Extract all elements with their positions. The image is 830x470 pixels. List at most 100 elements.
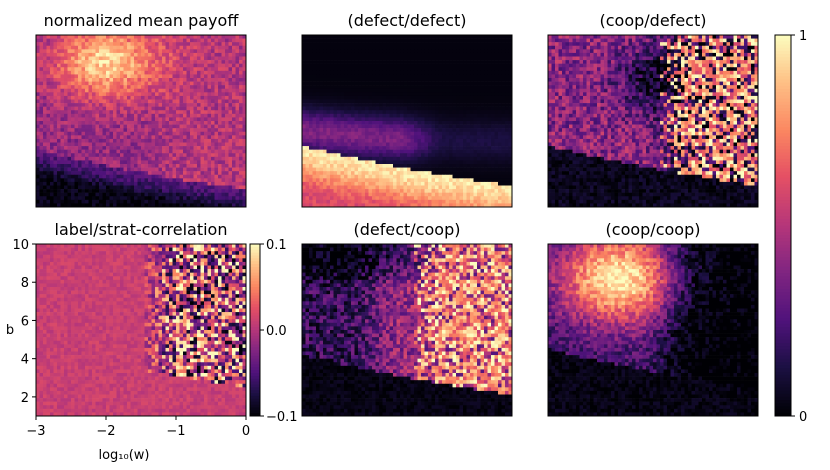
heatmap-cell xyxy=(141,135,145,139)
heatmap-cell xyxy=(488,46,492,50)
heatmap-cell xyxy=(463,107,467,111)
heatmap-cell xyxy=(99,168,103,172)
heatmap-cell xyxy=(400,110,404,114)
heatmap-cell xyxy=(138,74,142,78)
heatmap-cell xyxy=(145,139,149,143)
heatmap-cell xyxy=(341,100,345,104)
heatmap-cell xyxy=(187,64,191,68)
heatmap-cell xyxy=(117,182,121,186)
heatmap-cell xyxy=(36,64,40,68)
heatmap-cell xyxy=(159,78,163,82)
heatmap-cell xyxy=(43,139,47,143)
heatmap-cell xyxy=(194,168,198,172)
heatmap-cell xyxy=(82,168,86,172)
heatmap-cell xyxy=(50,114,54,118)
heatmap-cell xyxy=(71,160,75,164)
heatmap-cell xyxy=(302,64,306,68)
heatmap-cell xyxy=(386,67,390,71)
heatmap-cell xyxy=(239,71,243,75)
heatmap-cell xyxy=(215,71,219,75)
heatmap-cell xyxy=(484,125,488,129)
heatmap-cell xyxy=(309,143,313,147)
heatmap-cell xyxy=(201,103,205,107)
heatmap-cell xyxy=(449,67,453,71)
heatmap-cell xyxy=(460,139,464,143)
heatmap-cell xyxy=(120,168,124,172)
heatmap-cell xyxy=(449,157,453,161)
heatmap-cell xyxy=(498,82,502,86)
heatmap-cell xyxy=(309,60,313,64)
heatmap-cell xyxy=(75,189,79,193)
heatmap-cell xyxy=(414,121,418,125)
heatmap-cell xyxy=(498,46,502,50)
heatmap-cell xyxy=(194,117,198,121)
heatmap-cell xyxy=(169,78,173,82)
heatmap-cell xyxy=(365,146,369,150)
heatmap-cell xyxy=(474,67,478,71)
heatmap-cell xyxy=(502,143,506,147)
heatmap-cell xyxy=(505,89,509,93)
heatmap-cell xyxy=(453,157,457,161)
heatmap-cell xyxy=(162,110,166,114)
heatmap-cell xyxy=(341,96,345,100)
heatmap-cell xyxy=(176,39,180,43)
heatmap-cell xyxy=(449,100,453,104)
heatmap-cell xyxy=(78,132,82,136)
heatmap-cell xyxy=(57,186,61,190)
heatmap-cell xyxy=(173,78,177,82)
heatmap-cell xyxy=(106,164,110,168)
heatmap-cell xyxy=(400,82,404,86)
heatmap-cell xyxy=(488,100,492,104)
heatmap-cell xyxy=(323,85,327,89)
heatmap-cell xyxy=(411,146,415,150)
heatmap-cell xyxy=(148,74,152,78)
heatmap-cell xyxy=(320,132,324,136)
heatmap-cell xyxy=(407,35,411,39)
heatmap-cell xyxy=(71,103,75,107)
heatmap-cell xyxy=(155,182,159,186)
heatmap-cell xyxy=(141,46,145,50)
heatmap-cell xyxy=(78,186,82,190)
heatmap-cell xyxy=(477,53,481,57)
heatmap-cell xyxy=(138,157,142,161)
heatmap-cell xyxy=(337,125,341,129)
heatmap-cell xyxy=(414,128,418,132)
heatmap-cell xyxy=(89,60,93,64)
heatmap-cell xyxy=(148,160,152,164)
heatmap-cell xyxy=(358,114,362,118)
heatmap-cell xyxy=(176,200,180,204)
heatmap-cell xyxy=(397,143,401,147)
heatmap-cell xyxy=(463,114,467,118)
heatmap-cell xyxy=(316,96,320,100)
heatmap-cell xyxy=(442,35,446,39)
heatmap-cell xyxy=(449,139,453,143)
heatmap-cell xyxy=(421,78,425,82)
heatmap-cell xyxy=(54,114,58,118)
heatmap-cell xyxy=(498,96,502,100)
heatmap-cell xyxy=(463,57,467,61)
heatmap-cell xyxy=(211,132,215,136)
heatmap-cell xyxy=(229,135,233,139)
heatmap-cell xyxy=(379,117,383,121)
heatmap-cell xyxy=(201,189,205,193)
heatmap-cell xyxy=(498,60,502,64)
heatmap-cell xyxy=(159,74,163,78)
heatmap-cell xyxy=(425,150,429,154)
heatmap-cell xyxy=(117,189,121,193)
heatmap-cell xyxy=(159,71,163,75)
heatmap-cell xyxy=(85,135,89,139)
heatmap-cell xyxy=(68,100,72,104)
heatmap-cell xyxy=(218,46,222,50)
heatmap-cell xyxy=(369,100,373,104)
heatmap-cell xyxy=(85,121,89,125)
heatmap-cell xyxy=(421,39,425,43)
heatmap-cell xyxy=(477,110,481,114)
heatmap-cell xyxy=(407,82,411,86)
heatmap-cell xyxy=(390,117,394,121)
heatmap-cell xyxy=(197,53,201,57)
heatmap-cell xyxy=(505,60,509,64)
heatmap-cell xyxy=(103,114,107,118)
heatmap-cell xyxy=(75,110,79,114)
heatmap-cell xyxy=(85,82,89,86)
heatmap-cell xyxy=(145,168,149,172)
